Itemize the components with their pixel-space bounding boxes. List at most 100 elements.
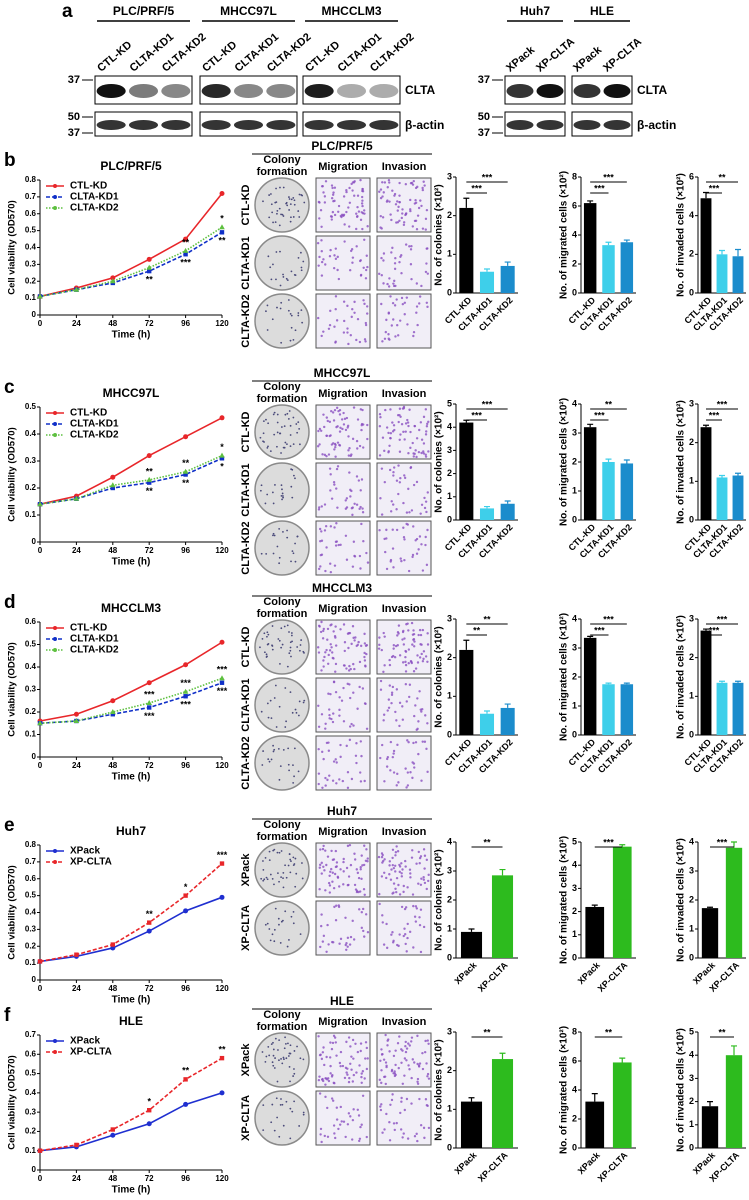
colony — [277, 917, 280, 920]
cell — [320, 861, 323, 865]
cell — [391, 755, 395, 759]
cell — [347, 875, 351, 878]
cell — [358, 908, 361, 911]
colony — [289, 1080, 291, 1083]
cell — [347, 1036, 351, 1039]
cell — [355, 503, 359, 506]
error-bar — [587, 635, 594, 638]
cell — [356, 194, 360, 197]
bar — [732, 256, 744, 293]
cell — [355, 1071, 358, 1074]
significance: *** — [594, 183, 605, 193]
x-tick-label: 0 — [38, 984, 43, 993]
colony — [272, 750, 275, 753]
colony — [282, 748, 285, 751]
significance: ** — [718, 172, 726, 182]
cell — [378, 643, 381, 647]
cell — [397, 883, 400, 887]
cell — [405, 1059, 408, 1062]
y-tick-label: 4 — [572, 860, 577, 870]
colony — [292, 922, 295, 925]
cell — [348, 696, 352, 700]
cell — [394, 335, 397, 338]
significance: *** — [603, 172, 614, 182]
cell — [360, 202, 364, 205]
cell — [405, 1097, 409, 1101]
cell — [410, 660, 413, 664]
cell — [348, 943, 352, 946]
colony — [290, 915, 293, 918]
colony — [265, 876, 268, 879]
colony — [274, 907, 277, 910]
cell — [321, 1051, 325, 1054]
band — [506, 84, 534, 98]
cell — [330, 410, 333, 413]
cell — [358, 444, 362, 448]
y-tick-label: 4 — [447, 836, 452, 846]
colony — [289, 858, 292, 861]
y-tick-label: 0 — [447, 514, 452, 524]
colony — [262, 200, 264, 203]
cell — [403, 476, 407, 480]
colony — [279, 942, 282, 944]
cell — [365, 1046, 369, 1050]
cell — [401, 638, 404, 641]
cell — [385, 567, 389, 571]
cell — [333, 408, 337, 412]
cell — [322, 757, 325, 761]
band — [573, 120, 601, 130]
row-label: CLTA-KD1 — [240, 236, 252, 289]
colony-plate — [254, 293, 310, 349]
colony — [292, 864, 295, 867]
chart-title: Huh7 — [116, 824, 146, 838]
cell — [393, 1128, 396, 1132]
cell — [366, 423, 369, 427]
y-axis-label: No. of colonies (×10²) — [434, 1039, 445, 1140]
cell — [326, 1135, 330, 1139]
colony — [271, 1061, 274, 1064]
cell — [320, 225, 323, 229]
cell — [415, 455, 418, 459]
bar — [620, 463, 634, 520]
cell — [327, 327, 331, 330]
cell — [397, 1066, 400, 1070]
cell — [416, 661, 420, 664]
colony — [289, 339, 292, 342]
bar — [620, 684, 634, 735]
cell — [392, 282, 395, 285]
cell — [390, 1069, 394, 1073]
y-tick-label: 8 — [572, 1026, 577, 1036]
cell — [423, 854, 427, 857]
cell — [395, 1121, 398, 1125]
cell — [332, 419, 336, 422]
marker — [146, 256, 152, 262]
cell — [422, 450, 425, 453]
bar — [500, 503, 515, 520]
cell — [422, 876, 425, 879]
cell — [416, 1139, 419, 1143]
colony — [287, 309, 290, 312]
colony — [280, 1058, 282, 1060]
colony — [274, 221, 277, 224]
cell — [321, 1077, 324, 1081]
colony — [272, 413, 275, 416]
cell — [389, 1103, 392, 1106]
cell — [337, 210, 340, 213]
cell — [392, 752, 395, 755]
cell — [342, 331, 346, 334]
marker — [73, 495, 80, 501]
cell — [404, 243, 408, 246]
cell — [400, 872, 403, 875]
cell — [351, 1138, 354, 1141]
cell — [340, 215, 343, 219]
cell — [353, 883, 357, 887]
band — [369, 84, 399, 98]
marker — [37, 1148, 43, 1153]
cell — [420, 710, 423, 713]
cell — [322, 865, 325, 868]
cell — [357, 1114, 361, 1117]
significance: *** — [482, 172, 493, 182]
colony-plate — [254, 619, 310, 675]
cell — [351, 256, 355, 259]
colony — [267, 716, 270, 719]
